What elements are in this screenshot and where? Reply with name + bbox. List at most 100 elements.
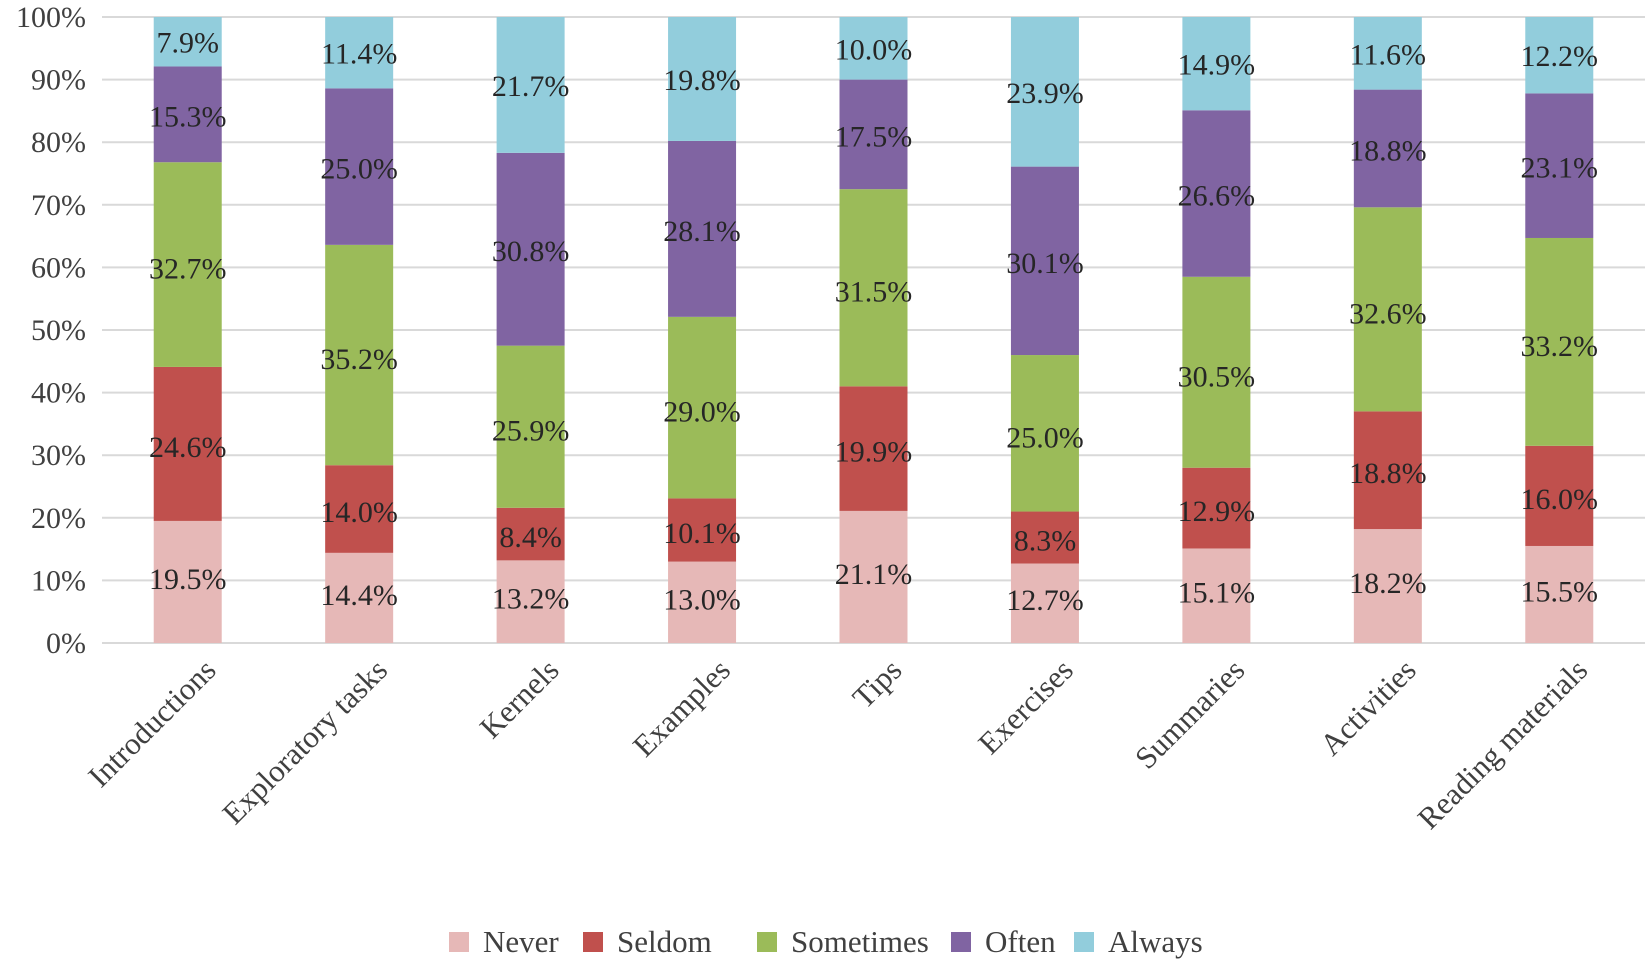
bar-segment-always [153,17,222,67]
data-label: 10.1% [663,517,741,550]
y-tick-label: 70% [31,189,86,222]
data-label: 18.8% [1349,457,1427,490]
bar-segment-seldom [1525,445,1594,546]
data-label: 13.0% [663,583,741,616]
y-tick-label: 40% [31,377,86,410]
bar-segment-sometimes [839,189,908,387]
bar-segment-never [668,561,737,643]
bar-segment-sometimes [668,316,737,499]
y-tick-label: 100% [16,1,86,34]
data-label: 12.2% [1521,40,1599,73]
data-label: 7.9% [156,27,219,60]
data-label: 10.0% [835,33,913,66]
y-tick-label: 0% [46,627,86,660]
y-tick-label: 20% [31,502,86,535]
bar-segment-never [1182,548,1251,643]
legend-label-always: Always [1108,924,1203,959]
x-category-label: Kernels [473,652,566,745]
data-label: 30.1% [1006,247,1084,280]
bar-segment-sometimes [153,162,222,367]
data-label: 15.1% [1178,577,1256,610]
bar-segment-often [668,140,737,317]
data-label: 18.8% [1349,134,1427,167]
legend: Never Seldom Sometimes Often Always [449,924,1203,959]
legend-swatch-often [951,932,971,952]
bar-segment-never [153,520,222,643]
data-label: 21.7% [492,70,570,103]
legend-label-never: Never [483,924,559,959]
bar-segment-sometimes [496,345,565,508]
data-label: 25.0% [1006,421,1084,454]
y-tick-label: 80% [31,126,86,159]
bar-segment-seldom [1010,511,1079,564]
bar-segment-seldom [496,507,565,561]
bar-segment-never [496,560,565,643]
bar-segment-always [496,17,565,153]
bar-segment-seldom [325,465,394,553]
bar-segment-seldom [1182,467,1251,549]
data-label: 16.0% [1521,483,1599,516]
bar-segment-always [1353,17,1422,90]
bar-segment-seldom [839,386,908,511]
bar-segment-sometimes [1525,237,1594,446]
bar-segment-never [1010,563,1079,643]
data-label: 15.3% [149,100,227,133]
data-label: 33.2% [1521,330,1599,363]
data-label: 26.6% [1178,180,1256,213]
data-label: 11.6% [1350,38,1426,71]
data-label: 31.5% [835,276,913,309]
data-label: 23.1% [1521,152,1599,185]
data-label: 29.0% [663,396,741,429]
legend-label-sometimes: Sometimes [791,924,929,959]
data-label: 25.9% [492,415,570,448]
bar-segment-always [1182,17,1251,111]
bar-segment-always [1010,17,1079,167]
bar-segment-always [1525,17,1594,94]
bar-segment-often [325,88,394,245]
bar-segment-sometimes [1182,276,1251,468]
data-labels: 19.5% 24.6% 32.7% 15.3% 7.9% 14.4% 14.0% 35.2% 2… [149,27,1598,618]
y-tick-label: 50% [31,314,86,347]
bar-segment-never [839,510,908,643]
bar-segment-always [325,17,394,89]
legend-swatch-seldom [583,932,603,952]
data-label: 28.1% [663,215,741,248]
bar-segment-never [325,552,394,643]
legend-label-often: Often [985,924,1056,959]
bar-segment-never [1525,545,1594,643]
data-label: 30.5% [1178,360,1256,393]
x-category-label: Examples [626,652,737,763]
bar-segment-often [1182,110,1251,277]
bars [153,17,1594,643]
bar-segment-sometimes [1010,355,1079,512]
bar-segment-seldom [153,366,222,521]
x-category-label: Tips [845,652,908,715]
data-label: 19.9% [835,436,913,469]
data-label: 12.9% [1178,495,1256,528]
bar-segment-never [1353,529,1422,643]
x-category-label: Exploratory tasks [215,652,394,831]
y-tick-label: 10% [31,564,86,597]
data-label: 15.5% [1521,575,1599,608]
data-label: 8.4% [499,521,562,554]
data-label: 24.6% [149,431,227,464]
x-category-label: Reading materials [1411,652,1595,836]
legend-swatch-sometimes [757,932,777,952]
bar-segment-often [153,66,222,163]
data-label: 19.5% [149,563,227,596]
data-label: 14.0% [320,496,398,529]
bar-segment-seldom [668,498,737,562]
data-label: 35.2% [320,343,398,376]
data-label: 19.8% [663,64,741,97]
y-tick-label: 60% [31,251,86,284]
data-label: 14.4% [320,579,398,612]
data-label: 13.2% [492,583,570,616]
y-axis-ticks: 0% 10% 20% 30% 40% 50% 60% 70% 80% 90% 100% [16,1,86,660]
legend-swatch-never [449,932,469,952]
data-label: 14.9% [1178,49,1256,82]
data-label: 25.0% [320,153,398,186]
bar-segment-often [1353,89,1422,208]
data-label: 23.9% [1006,77,1084,110]
